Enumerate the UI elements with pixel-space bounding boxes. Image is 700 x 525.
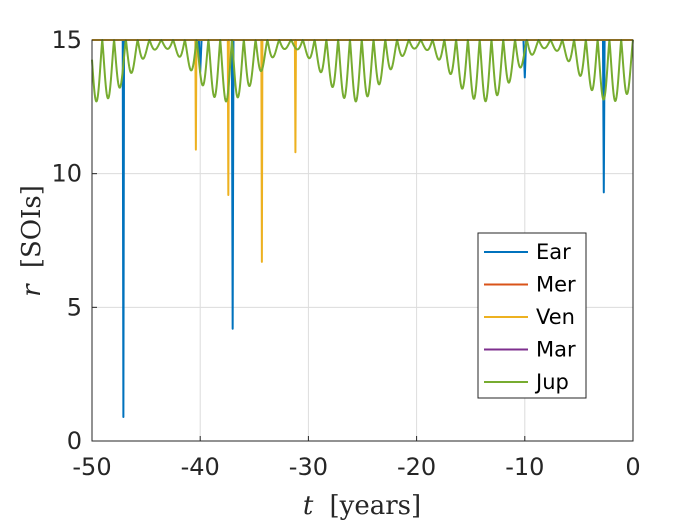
- y-tick-label: 15: [51, 26, 82, 54]
- x-tick-label: -40: [181, 453, 220, 481]
- plot-frame: [91, 39, 634, 442]
- x-tick-label: -10: [505, 453, 544, 481]
- x-tick-label: 0: [625, 453, 640, 481]
- ticks: -50 -40 -30 -20 -10 0 0 5 10 15: [51, 26, 640, 481]
- series-line-ear: [92, 39, 633, 418]
- legend-label-mer: Mer: [536, 273, 576, 297]
- legend-label-ven: Ven: [536, 305, 575, 329]
- svg-text:t [years]: t [years]: [303, 491, 421, 521]
- y-tick-label: 0: [67, 427, 82, 455]
- x-axis-label-var: t: [303, 491, 314, 521]
- series-line-jup: [91, 39, 634, 103]
- svg-text:r [SOIs]: r [SOIs]: [17, 185, 47, 297]
- legend: Ear Mer Ven Mar Jup: [477, 232, 587, 399]
- legend-label-jup: Jup: [534, 370, 569, 394]
- x-tick-label: -20: [397, 453, 436, 481]
- y-tick-label: 10: [51, 160, 82, 188]
- legend-label-ear: Ear: [536, 240, 571, 264]
- x-axis-label-unit: [years]: [330, 491, 422, 521]
- x-axis-label: t [years]: [303, 491, 421, 521]
- y-axis-label: r [SOIs]: [17, 185, 47, 297]
- x-tick-label: -30: [289, 453, 328, 481]
- legend-label-mar: Mar: [536, 338, 576, 362]
- legend-box: [477, 232, 587, 399]
- y-axis-label-var: r: [17, 283, 47, 297]
- y-axis-label-unit: [SOIs]: [17, 185, 47, 268]
- x-tick-label: -50: [72, 453, 111, 481]
- y-tick-label: 5: [67, 293, 82, 321]
